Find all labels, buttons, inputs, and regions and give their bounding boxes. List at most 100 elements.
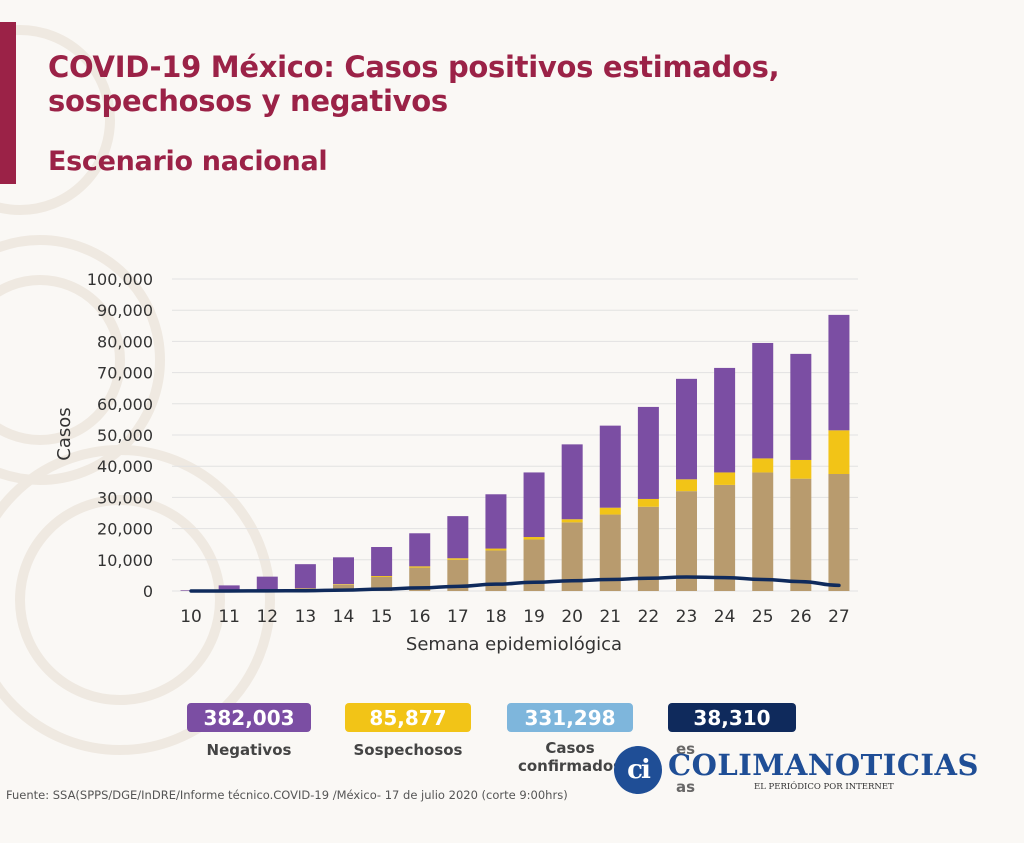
bar-confirmados bbox=[637, 506, 659, 591]
sospechosos-label: Sospechosos bbox=[353, 741, 463, 759]
bar-confirmados bbox=[714, 484, 736, 591]
negativos-value: 382,003 bbox=[203, 705, 295, 730]
y-tick-label: 20,000 bbox=[97, 520, 153, 539]
defunciones-label-line-1: es bbox=[676, 740, 696, 758]
y-tick-label: 60,000 bbox=[97, 395, 153, 414]
bar-sospechosos bbox=[523, 537, 545, 540]
x-tick-label: 23 bbox=[676, 607, 698, 627]
y-tick-label: 30,000 bbox=[97, 488, 153, 507]
bar-confirmados bbox=[409, 567, 431, 591]
bar-negativos bbox=[637, 406, 659, 499]
bar-negativos bbox=[294, 564, 316, 589]
bar-negativos bbox=[828, 314, 850, 431]
bar-negativos bbox=[447, 516, 469, 559]
bar-sospechosos bbox=[447, 558, 469, 560]
page-title: COVID-19 México: Casos positivos estimad… bbox=[48, 50, 780, 118]
bar-sospechosos bbox=[752, 458, 774, 473]
confirmados-badge: 331,298 bbox=[507, 703, 633, 732]
bar-negativos bbox=[256, 576, 278, 590]
bar-sospechosos bbox=[714, 472, 736, 485]
x-tick-label: 24 bbox=[714, 607, 736, 627]
accent-bar bbox=[0, 22, 16, 184]
confirmados-label-line-2: confirmados bbox=[517, 757, 623, 775]
x-tick-label: 17 bbox=[447, 607, 469, 627]
logo-name: COLIMANOTICIAS bbox=[668, 748, 979, 782]
y-axis-label: Casos bbox=[54, 407, 75, 460]
bar-confirmados bbox=[485, 550, 507, 591]
defunciones-line-group bbox=[189, 575, 841, 593]
confirmados-value: 331,298 bbox=[524, 705, 616, 730]
bar-confirmados bbox=[828, 474, 850, 591]
confirmados-label: Casos confirmados bbox=[507, 739, 633, 775]
sospechosos-value: 85,877 bbox=[369, 705, 447, 730]
bar-negativos bbox=[676, 378, 697, 480]
x-tick-label: 22 bbox=[638, 607, 660, 627]
x-tick-label: 20 bbox=[561, 607, 583, 627]
bar-confirmados bbox=[561, 522, 583, 591]
x-tick-label: 27 bbox=[828, 607, 850, 627]
sospechosos-badge: 85,877 bbox=[345, 703, 471, 732]
x-axis-label: Semana epidemiológica bbox=[406, 634, 622, 655]
y-tick-label: 100,000 bbox=[87, 270, 153, 289]
chart-grid bbox=[172, 278, 858, 592]
bar-negativos bbox=[409, 533, 431, 567]
bar-sospechosos bbox=[485, 548, 507, 551]
x-axis-ticks: 10 11 12 13 14 15 16 17 18 19 20 21 22 23 24 25 26 27 bbox=[180, 607, 850, 627]
bar-confirmados bbox=[523, 539, 545, 591]
logo-tagline: EL PERIÓDICO POR INTERNET bbox=[754, 782, 894, 792]
defunciones-value: 38,310 bbox=[693, 705, 771, 730]
bar-confirmados bbox=[790, 478, 812, 591]
bar-sospechosos bbox=[409, 566, 431, 568]
bar-negativos bbox=[714, 367, 736, 473]
x-tick-label: 26 bbox=[790, 607, 812, 627]
y-axis-ticks: 0 10,000 20,000 30,000 40,000 50,000 60,000 70,… bbox=[87, 270, 153, 601]
source-note: Fuente: SSA(SPPS/DGE/InDRE/Informe técni… bbox=[6, 788, 568, 802]
bar-negativos bbox=[218, 585, 240, 591]
negativos-badge: 382,003 bbox=[187, 703, 311, 732]
page-subtitle: Escenario nacional bbox=[48, 146, 328, 177]
bar-sospechosos bbox=[333, 584, 354, 585]
y-tick-label: 10,000 bbox=[97, 551, 153, 570]
y-tick-label: 70,000 bbox=[97, 364, 153, 383]
x-tick-label: 11 bbox=[218, 607, 240, 627]
defunciones-badge: 38,310 bbox=[668, 703, 796, 732]
bar-negativos bbox=[485, 494, 507, 549]
bar-sospechosos bbox=[828, 430, 850, 474]
confirmados-label-line-1: Casos bbox=[545, 739, 595, 757]
bar-negativos bbox=[599, 425, 621, 508]
defunciones-label: es as bbox=[676, 740, 695, 797]
x-tick-label: 13 bbox=[295, 607, 317, 627]
x-tick-label: 14 bbox=[333, 607, 355, 627]
x-tick-label: 15 bbox=[371, 607, 393, 627]
line-defunciones bbox=[189, 575, 841, 593]
y-tick-label: 40,000 bbox=[97, 457, 153, 476]
bar-confirmados bbox=[333, 584, 354, 591]
x-tick-label: 12 bbox=[256, 607, 278, 627]
bar-sospechosos bbox=[676, 479, 697, 492]
x-tick-label: 19 bbox=[523, 607, 545, 627]
bar-negativos bbox=[523, 472, 545, 538]
x-tick-label: 25 bbox=[752, 607, 774, 627]
bar-negativos bbox=[790, 353, 812, 460]
title-line-1: COVID-19 México: Casos positivos estimad… bbox=[48, 50, 780, 84]
logo-mark: ci bbox=[627, 755, 651, 785]
bar-negativos bbox=[371, 547, 393, 577]
bar-negativos bbox=[561, 444, 583, 520]
title-line-2: sospechosos y negativos bbox=[48, 84, 448, 118]
y-tick-label: 90,000 bbox=[97, 301, 153, 320]
x-tick-label: 16 bbox=[409, 607, 431, 627]
defunciones-label-line-2: as bbox=[676, 778, 696, 796]
x-tick-label: 18 bbox=[485, 607, 507, 627]
bar-confirmados bbox=[676, 491, 697, 591]
y-tick-label: 50,000 bbox=[97, 426, 153, 445]
y-tick-label: 0 bbox=[143, 582, 153, 601]
bar-sospechosos bbox=[561, 519, 583, 523]
bar-negativos bbox=[752, 342, 774, 459]
y-tick-label: 80,000 bbox=[97, 332, 153, 351]
bar-sospechosos bbox=[637, 498, 659, 507]
bar-sospechosos bbox=[371, 576, 393, 577]
bar-confirmados bbox=[599, 514, 621, 591]
negativos-label: Negativos bbox=[206, 741, 292, 759]
bar-negativos bbox=[333, 557, 354, 585]
